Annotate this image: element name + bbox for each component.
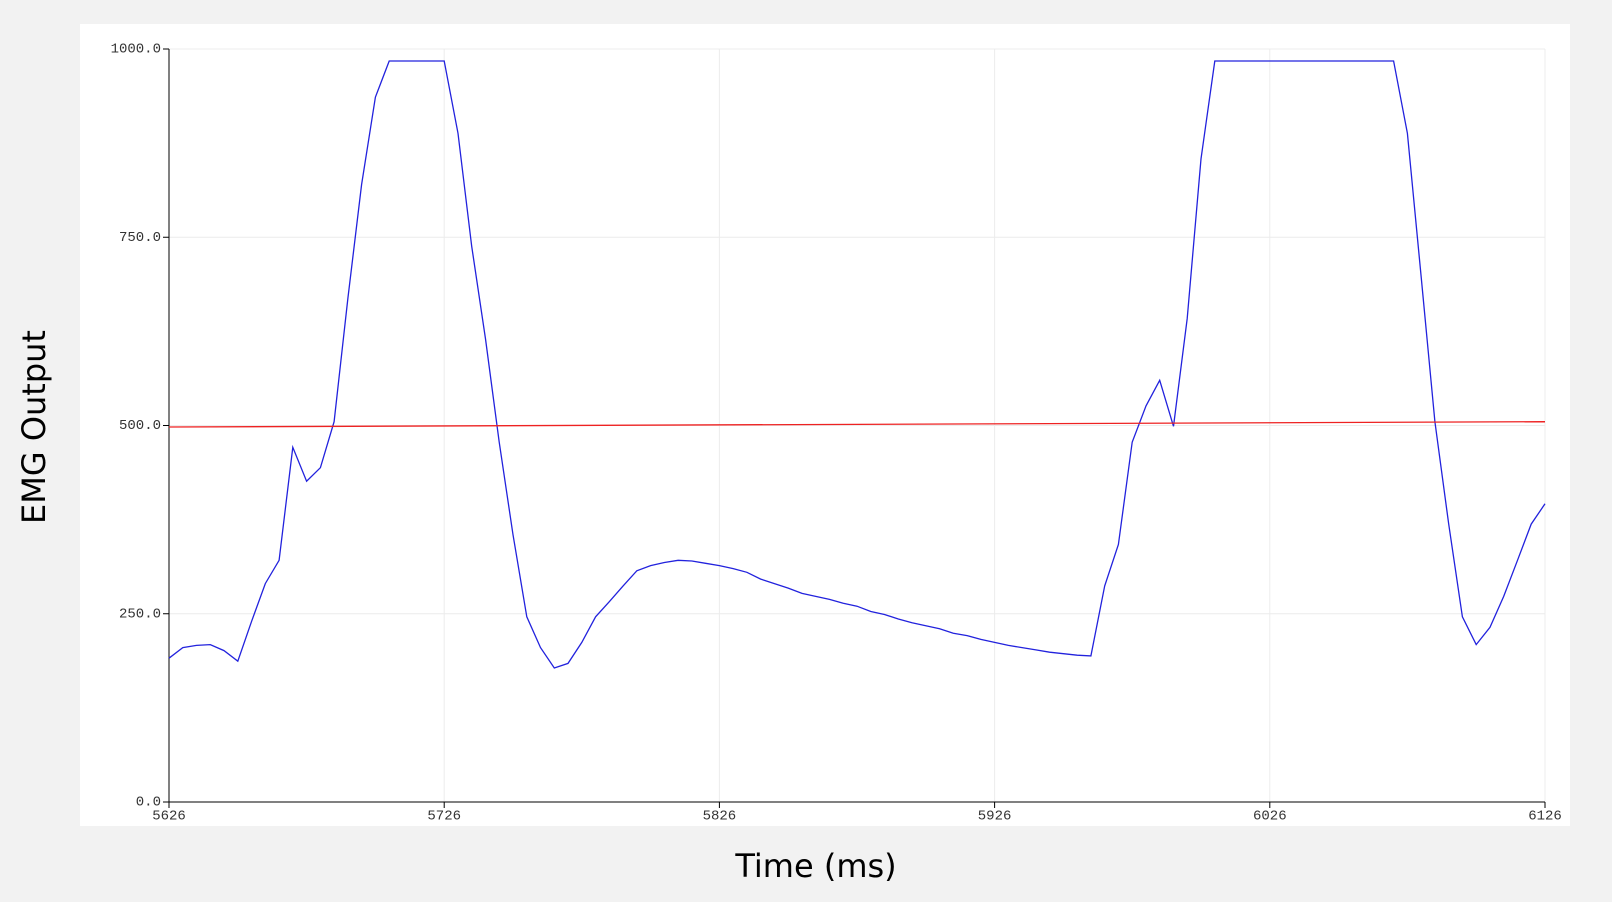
y-axis-title: EMG Output xyxy=(15,330,53,524)
y-tick-label: 500.0 xyxy=(119,418,161,434)
x-axis-title: Time (ms) xyxy=(734,847,896,885)
y-tick-label: 750.0 xyxy=(119,230,161,246)
data-line xyxy=(168,60,1546,669)
y-tick-label: 1000.0 xyxy=(111,42,161,58)
x-tick-label: 6026 xyxy=(1253,809,1287,825)
y-tick-label: 250.0 xyxy=(119,606,161,622)
x-tick-label: 5826 xyxy=(703,809,737,825)
x-tick-label: 5726 xyxy=(427,809,461,825)
data-line xyxy=(168,421,1546,428)
x-tick-label: 6126 xyxy=(1528,809,1562,825)
x-tick-label: 5926 xyxy=(978,809,1012,825)
x-tick-label: 5626 xyxy=(152,809,186,825)
y-tick-label: 0.0 xyxy=(136,795,161,811)
